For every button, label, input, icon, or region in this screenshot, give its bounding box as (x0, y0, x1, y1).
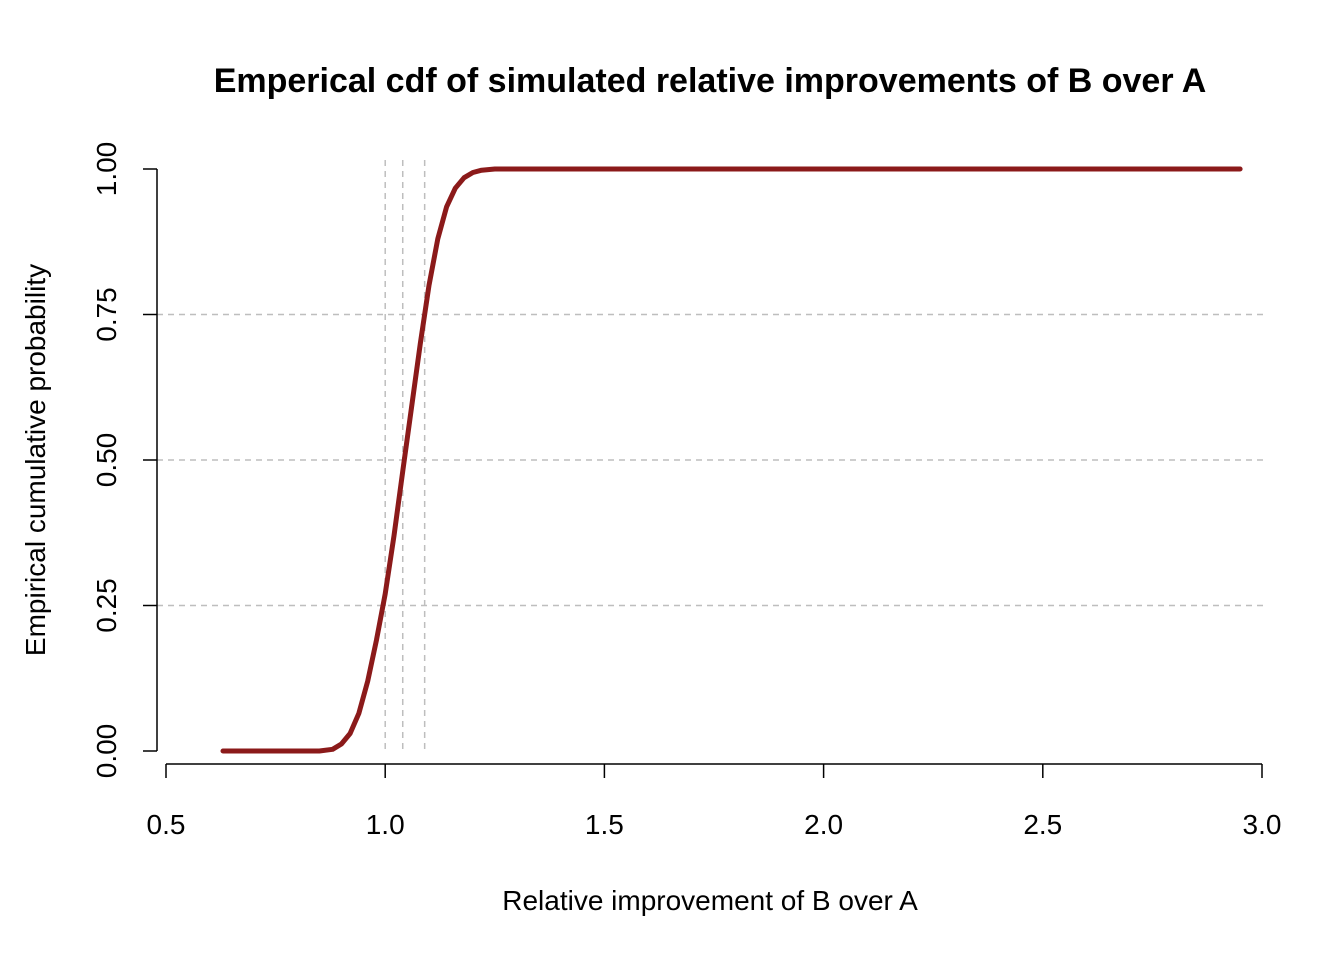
ecdf-series (220, 166, 1243, 754)
x-tick-label: 2.0 (804, 809, 843, 840)
y-axis-label: Empirical cumulative probability (20, 264, 51, 656)
y-tick-label: 0.50 (91, 433, 122, 488)
x-tick-label: 0.5 (147, 809, 186, 840)
x-tick-label: 2.5 (1023, 809, 1062, 840)
chart-title: Emperical cdf of simulated relative impr… (214, 62, 1207, 100)
x-tick-label: 1.5 (585, 809, 624, 840)
y-tick-label: 0.00 (91, 724, 122, 779)
x-tick-label: 3.0 (1243, 809, 1282, 840)
x-axis-label: Relative improvement of B over A (502, 885, 918, 916)
grid-lines (157, 160, 1265, 751)
y-tick-label: 0.75 (91, 287, 122, 342)
y-tick-label: 0.25 (91, 578, 122, 633)
y-tick-label: 1.00 (91, 142, 122, 197)
axes: 0.5 1.0 1.5 2.0 2.5 3.0 0.00 0.25 0.50 0.75 1.00 (91, 142, 1281, 840)
x-tick-label: 1.0 (366, 809, 405, 840)
ecdf-line (220, 166, 1243, 754)
